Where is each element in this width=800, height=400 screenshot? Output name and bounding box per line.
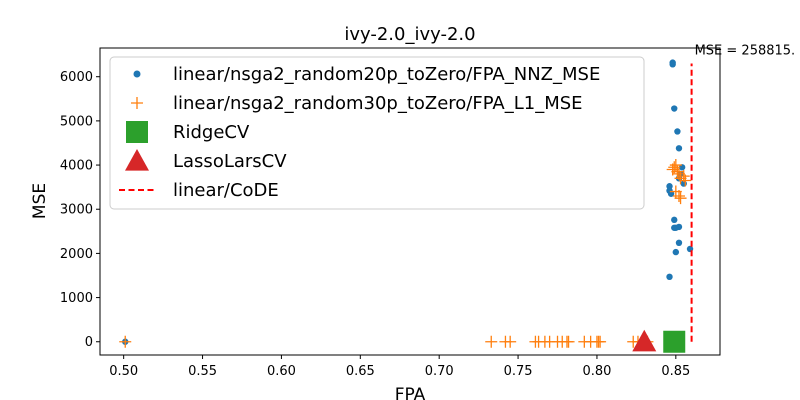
data-point bbox=[675, 239, 683, 247]
plot-frame bbox=[99, 47, 721, 356]
data-point bbox=[594, 335, 607, 348]
series-3 bbox=[632, 329, 657, 352]
data-point bbox=[674, 128, 681, 135]
data-point bbox=[119, 335, 132, 348]
legend-label: linear/nsga2_random30p_toZero/FPA_L1_MSE bbox=[173, 93, 583, 114]
data-point bbox=[485, 335, 498, 348]
x-tick-label: 0.65 bbox=[346, 364, 375, 379]
legend-marker bbox=[125, 149, 149, 171]
legend-box bbox=[109, 56, 645, 210]
data-point bbox=[671, 105, 678, 112]
data-point bbox=[679, 174, 692, 187]
y-axis: 0 1000 2000 3000 4000 5000 6000 bbox=[60, 70, 100, 350]
data-point bbox=[674, 192, 687, 205]
legend-marker bbox=[133, 70, 141, 78]
y-axis-label: MSE bbox=[30, 183, 50, 219]
legend: linear/nsga2_random20p_toZero/FPA_NNZ_MS… bbox=[109, 56, 645, 210]
data-point bbox=[669, 61, 676, 68]
x-tick-label: 0.70 bbox=[425, 364, 454, 379]
data-point bbox=[671, 216, 678, 224]
data-point bbox=[504, 335, 517, 348]
x-tick-label: 0.75 bbox=[504, 364, 533, 379]
data-point bbox=[663, 330, 686, 353]
data-point bbox=[669, 159, 682, 172]
data-point bbox=[632, 329, 657, 352]
x-tick-label: 0.80 bbox=[582, 364, 611, 379]
x-tick-label: 0.60 bbox=[267, 364, 296, 379]
y-tick-label: 6000 bbox=[60, 70, 93, 85]
data-point bbox=[675, 145, 683, 152]
x-tick-label: 0.55 bbox=[188, 364, 217, 379]
x-axis-label: FPA bbox=[395, 385, 426, 400]
legend-marker bbox=[126, 121, 148, 143]
data-point bbox=[666, 183, 673, 190]
y-tick-label: 5000 bbox=[60, 114, 93, 129]
x-tick-label: 0.85 bbox=[661, 364, 690, 379]
data-point bbox=[672, 248, 680, 256]
x-tick-label: 0.50 bbox=[109, 364, 138, 379]
y-tick-label: 2000 bbox=[60, 247, 93, 262]
series-2 bbox=[663, 330, 686, 353]
legend-label: linear/CoDE bbox=[173, 180, 279, 201]
legend-label: LassoLarsCV bbox=[173, 151, 287, 172]
data-point bbox=[672, 189, 685, 202]
data-point bbox=[671, 165, 684, 178]
y-tick-label: 4000 bbox=[60, 159, 93, 174]
y-tick-label: 3000 bbox=[60, 203, 93, 218]
legend-label: RidgeCV bbox=[173, 122, 250, 143]
legend-label: linear/nsga2_random20p_toZero/FPA_NNZ_MS… bbox=[173, 64, 600, 85]
legend-marker bbox=[131, 97, 143, 109]
y-tick-label: 1000 bbox=[60, 291, 93, 306]
y-tick-label: 0 bbox=[85, 335, 93, 350]
data-point bbox=[672, 224, 680, 231]
data-point bbox=[666, 273, 673, 281]
data-point bbox=[674, 172, 687, 185]
data-point bbox=[562, 335, 575, 348]
chart-title: ivy-2.0_ivy-2.0 bbox=[344, 24, 475, 45]
annotation-label: MSE = 258815. bbox=[695, 44, 796, 59]
x-axis: 0.50 0.55 0.60 0.65 0.70 0.75 0.80 0.85 bbox=[109, 355, 690, 379]
